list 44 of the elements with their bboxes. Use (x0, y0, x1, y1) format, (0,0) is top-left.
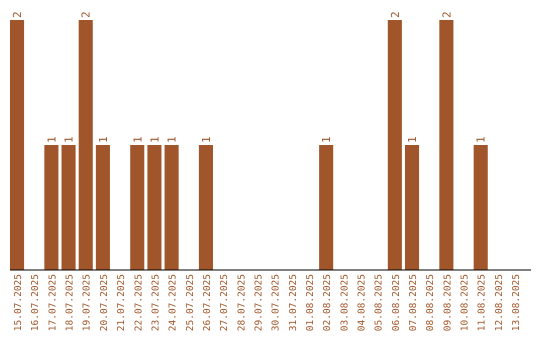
data-label: 2 (11, 11, 24, 18)
data-label: 1 (45, 136, 58, 143)
x-tick-label: 19.07.2025 (82, 274, 93, 332)
x-tick-label: 25.07.2025 (184, 274, 196, 332)
data-label: 2 (80, 11, 93, 18)
x-tick-label: 06.08.2025 (390, 274, 402, 332)
x-tick-label: 08.08.2025 (425, 274, 436, 332)
x-tick-label: 26.07.2025 (202, 274, 213, 332)
x-tick-label: 03.08.2025 (339, 274, 350, 332)
x-tick-label: 18.07.2025 (64, 274, 76, 332)
x-tick-label: 27.07.2025 (219, 274, 230, 332)
x-tick-label: 28.07.2025 (236, 274, 248, 332)
data-label: 1 (62, 136, 76, 143)
x-tick-label: 05.08.2025 (374, 274, 385, 332)
x-tick-label: 24.07.2025 (168, 274, 179, 332)
data-label: 1 (200, 136, 213, 143)
x-tick-label: 17.07.2025 (47, 274, 58, 332)
x-tick-label: 31.07.2025 (288, 274, 299, 332)
data-label: 1 (166, 136, 179, 143)
x-tick-label: 16.07.2025 (30, 274, 42, 332)
x-tick-label: 30.07.2025 (270, 274, 282, 332)
x-tick-label: 01.08.2025 (304, 274, 316, 332)
data-label: 2 (388, 11, 402, 18)
x-tick-label: 13.08.2025 (511, 274, 522, 332)
x-tick-label: 21.07.2025 (116, 274, 128, 332)
x-tick-label: 07.08.2025 (408, 274, 420, 332)
x-tick-label: 09.08.2025 (442, 274, 454, 332)
x-tick-label: 23.07.2025 (150, 274, 162, 332)
data-label: 1 (406, 136, 420, 143)
data-label: 1 (474, 136, 488, 143)
x-tick-label: 10.08.2025 (460, 274, 471, 332)
x-tick-label: 29.07.2025 (253, 274, 264, 332)
x-tick-label: 22.07.2025 (133, 274, 144, 332)
data-label: 1 (320, 136, 334, 143)
x-tick-label: 20.07.2025 (98, 274, 110, 332)
x-tick-label: 15.07.2025 (13, 274, 24, 332)
data-label: 2 (440, 11, 454, 18)
x-tick-label: 02.08.2025 (322, 274, 334, 332)
data-label: 1 (131, 136, 144, 143)
x-tick-label: 12.08.2025 (494, 274, 505, 332)
x-tick-label: 11.08.2025 (476, 274, 488, 332)
data-label: 1 (148, 136, 162, 143)
x-tick-label: 04.08.2025 (356, 274, 368, 332)
data-label: 1 (96, 136, 110, 143)
